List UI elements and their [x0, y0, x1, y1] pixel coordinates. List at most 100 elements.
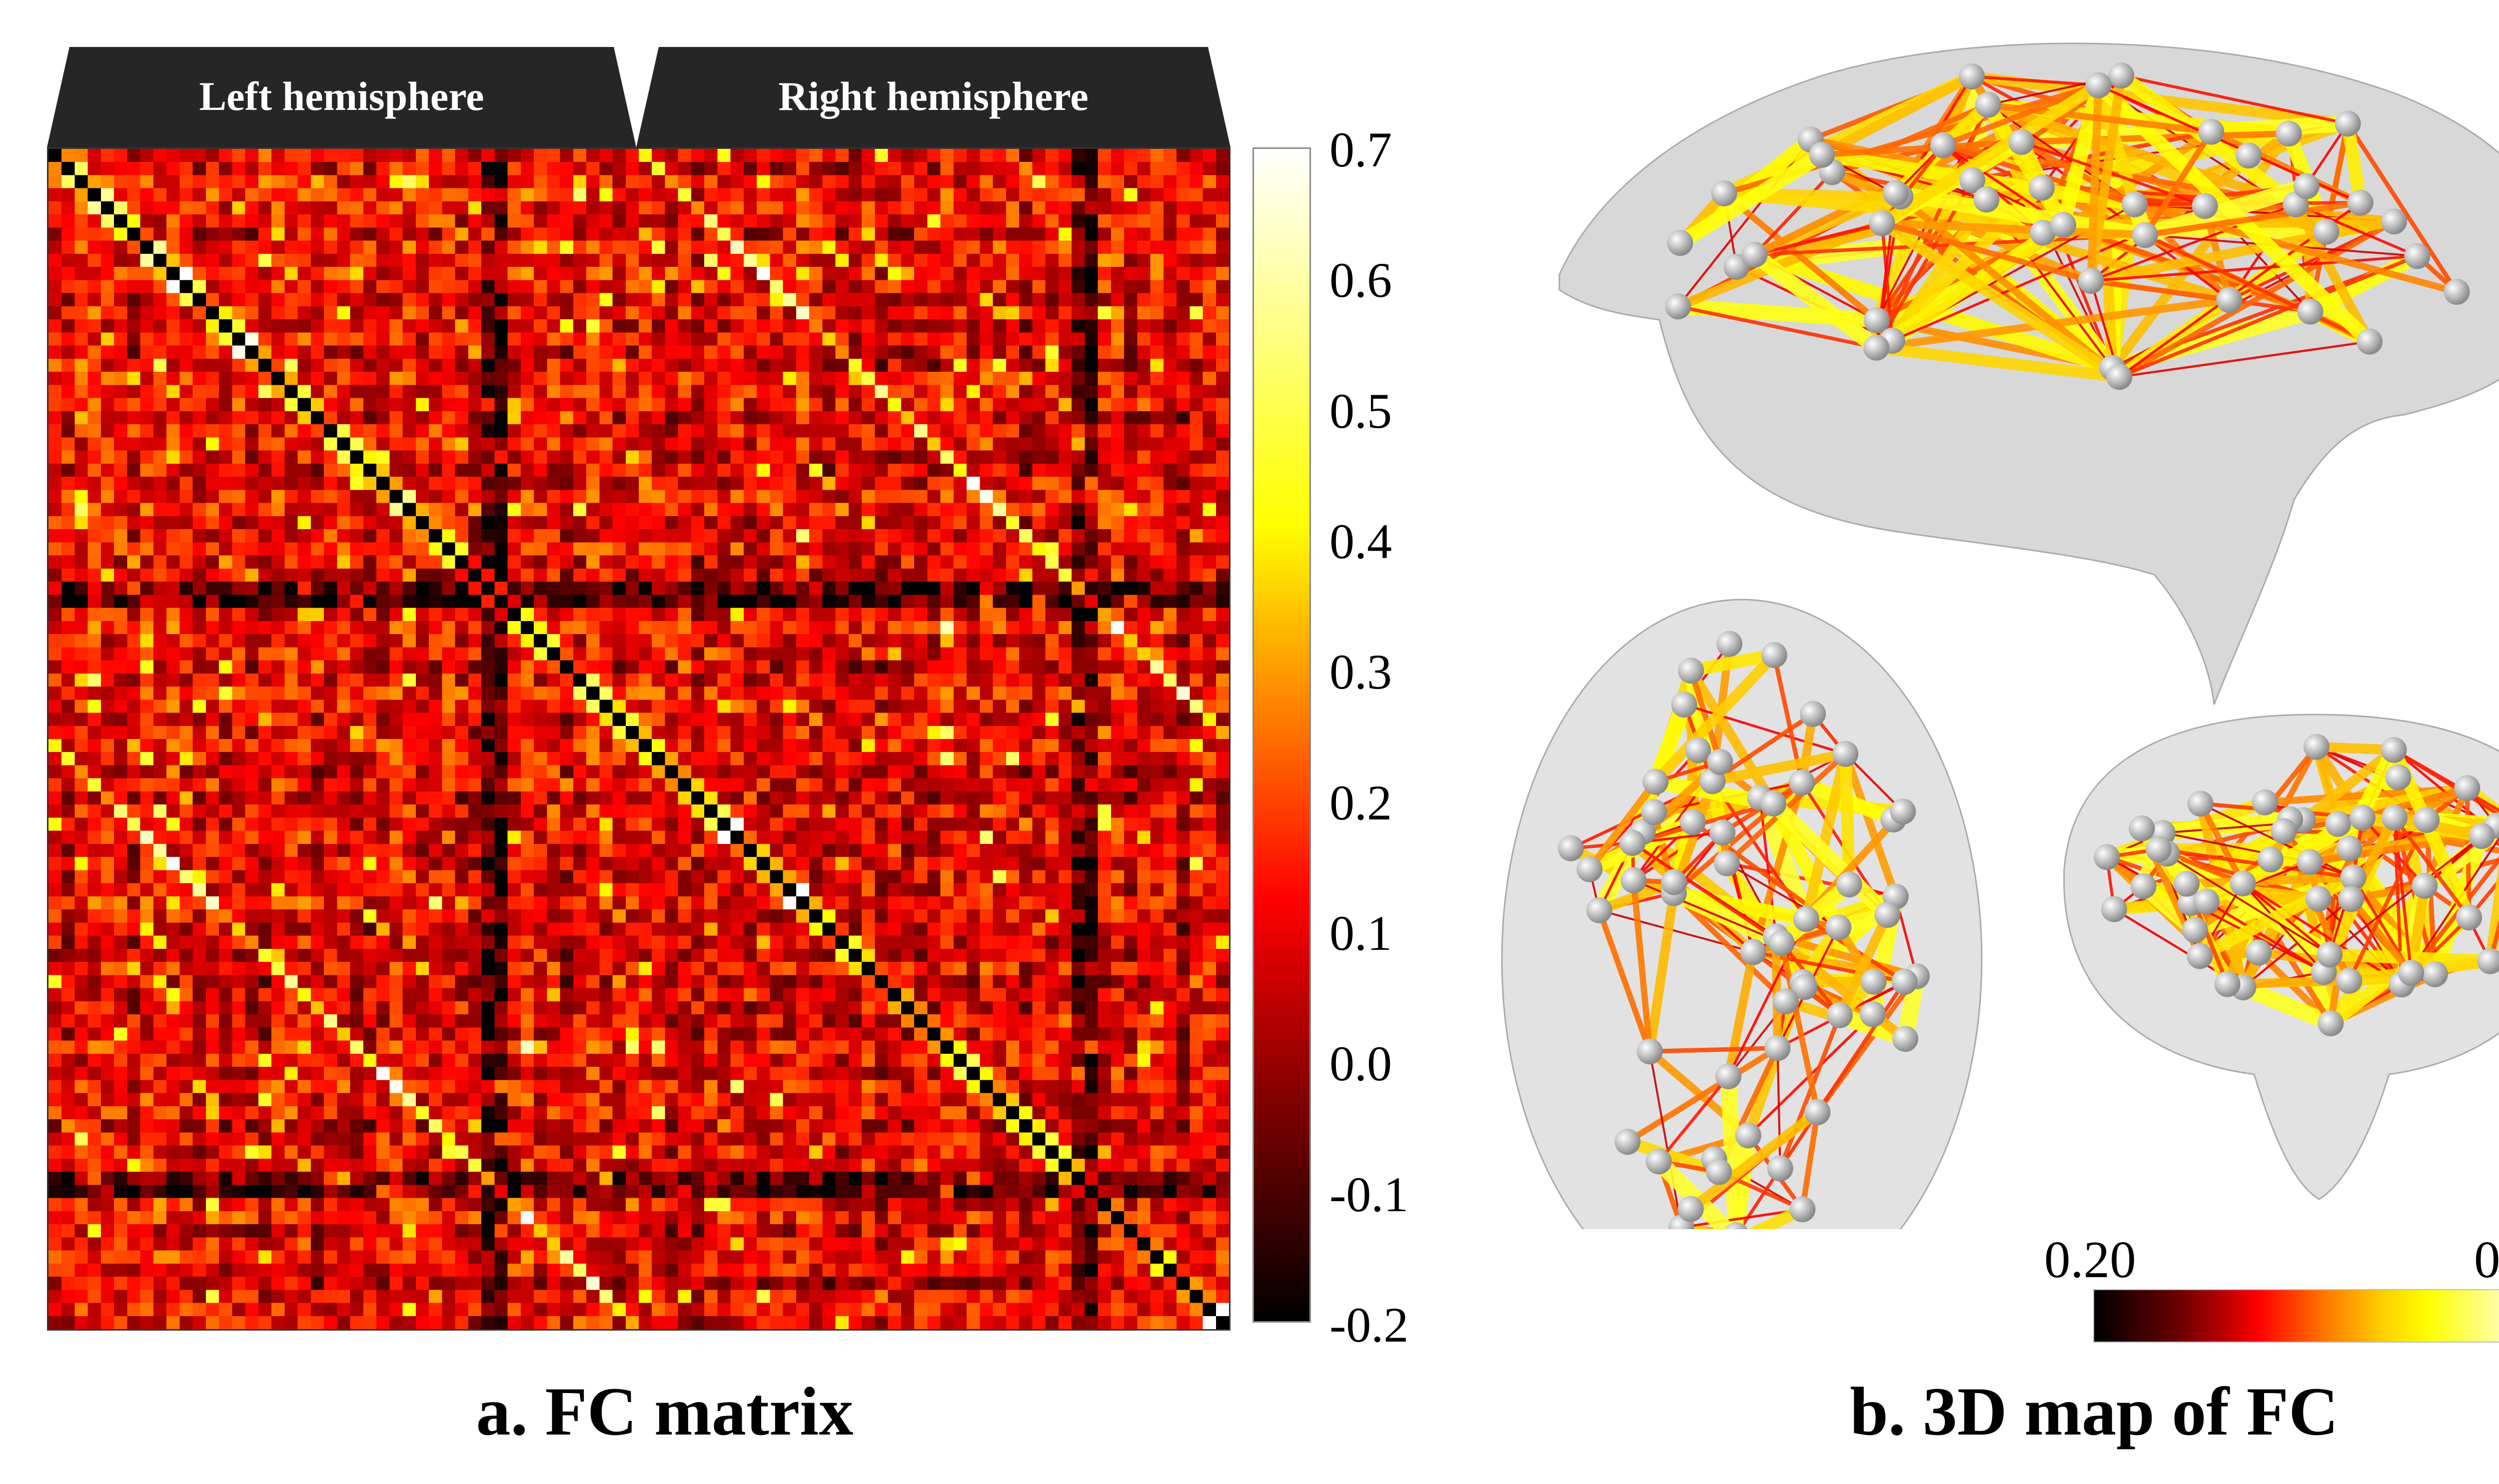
sagittal-edge [1819, 139, 2025, 158]
axial-node [1772, 988, 1799, 1015]
sagittal-edge [2137, 177, 2315, 243]
sagittal-edge [1970, 75, 2100, 87]
axial-edge [1778, 1013, 1842, 1171]
right-hemisphere-header: Right hemisphere [636, 47, 1231, 147]
axial-node [1767, 1155, 1793, 1182]
axial-edge [1585, 777, 1659, 873]
sagittal-node [2198, 118, 2225, 145]
sagittal-node [2444, 279, 2470, 305]
sagittal-node [1665, 293, 1691, 320]
left-hemisphere-header: Left hemisphere [47, 47, 636, 147]
coronal-node [2214, 971, 2241, 997]
axial-edge [1720, 1068, 1744, 1229]
left-hemisphere-label: Left hemisphere [199, 73, 484, 119]
sagittal-node [2404, 243, 2431, 269]
sagittal-node [1930, 132, 1956, 158]
sagittal-node [2381, 208, 2407, 235]
axial-edge [1657, 1074, 1730, 1163]
coronal-node [2422, 961, 2448, 987]
axial-node [1891, 968, 1918, 995]
sagittal-edge [2117, 254, 2420, 379]
coronal-node [2297, 849, 2323, 875]
axial-edge [1683, 703, 1847, 755]
axial-edge [1720, 856, 1811, 994]
sagittal-node [1959, 167, 1986, 193]
axial-node [1724, 1222, 1748, 1229]
coronal-edge [2392, 815, 2471, 920]
sagittal-edge [2088, 278, 2232, 303]
axial-node [1678, 658, 1704, 684]
caption-b: b. 3D map of FC [1850, 1373, 2339, 1450]
coronal-edge [2389, 812, 2487, 841]
sagittal-edge [1985, 101, 2215, 135]
axial-edge [1671, 890, 1789, 1004]
axial-edge [1841, 749, 1900, 901]
coronal-edge [2348, 895, 2415, 976]
axial-node [1791, 974, 1818, 1000]
sagittal-edge [1817, 71, 1977, 160]
sagittal-edge [1721, 190, 1880, 324]
sagittal-edge [1676, 304, 1878, 350]
coronal-node [2381, 804, 2408, 831]
sagittal-node [2236, 142, 2262, 169]
coronal-node [2193, 888, 2220, 915]
coronal-node [2398, 959, 2425, 986]
coronal-node [2477, 948, 2499, 974]
axial-node [1890, 798, 1916, 825]
axial-edge [1624, 1045, 1781, 1145]
axial-node [1586, 897, 1612, 923]
coronal-node [2305, 885, 2332, 912]
axial-node [1645, 1148, 1672, 1175]
axial-edge [1647, 1046, 1780, 1054]
sagittal-node [2313, 218, 2340, 245]
axial-edge [1684, 649, 1781, 677]
sagittal-edge [2142, 128, 2215, 238]
axial-edge [1772, 932, 1921, 980]
coronal-edge [2467, 878, 2499, 919]
coronal-node [2187, 790, 2214, 817]
coronal-edge [2205, 900, 2326, 973]
sagittal-node [1973, 186, 2000, 213]
sagittal-edge [2341, 117, 2367, 209]
axial-node [1642, 768, 1669, 795]
sagittal-node [2335, 110, 2361, 137]
axial-node [1661, 869, 1687, 895]
coronal-node [2338, 886, 2365, 912]
coronal-node [2317, 941, 2343, 968]
axial-node [1825, 914, 1852, 941]
axial-node [1677, 1196, 1704, 1222]
axial-node [1707, 748, 1733, 775]
coronal-node [2230, 870, 2256, 897]
coronal-node [2325, 810, 2352, 837]
sagittal-edge [2089, 254, 2419, 282]
sagittal-node [1863, 307, 1890, 333]
coronal-node [2187, 943, 2213, 969]
axial-edge [1645, 888, 1679, 1056]
axial-node [1768, 929, 1795, 956]
axial-edge [1799, 1109, 1821, 1212]
axial-edge [1707, 748, 1851, 786]
colorbar-tick: 0.6 [1329, 252, 1392, 308]
sagittal-node [2122, 191, 2148, 217]
coronal-node [2381, 737, 2407, 763]
axial-node [1679, 809, 1706, 835]
sagittal-node [1711, 180, 1737, 206]
coronal-node [2101, 896, 2127, 922]
sagittal-node [2108, 62, 2135, 89]
colorbar-tick: 0.7 [1329, 122, 1392, 177]
coronal-node [2336, 967, 2363, 994]
axial-node [1760, 790, 1787, 817]
coronal-node [2146, 836, 2172, 862]
axial-edge [1815, 980, 1907, 1114]
sagittal-edge [2056, 78, 2106, 232]
axial-node [1716, 631, 1743, 657]
sagittal-node [2293, 173, 2320, 199]
coronal-edge [2485, 861, 2499, 967]
axial-node [1706, 1159, 1732, 1185]
coronal-node [2257, 846, 2284, 873]
sagittal-edge [2142, 199, 2364, 238]
sagittal-node [1869, 210, 1895, 236]
coronal-node [2182, 917, 2208, 943]
axial-node [1826, 1002, 1853, 1028]
axial-edge [1749, 779, 1806, 956]
